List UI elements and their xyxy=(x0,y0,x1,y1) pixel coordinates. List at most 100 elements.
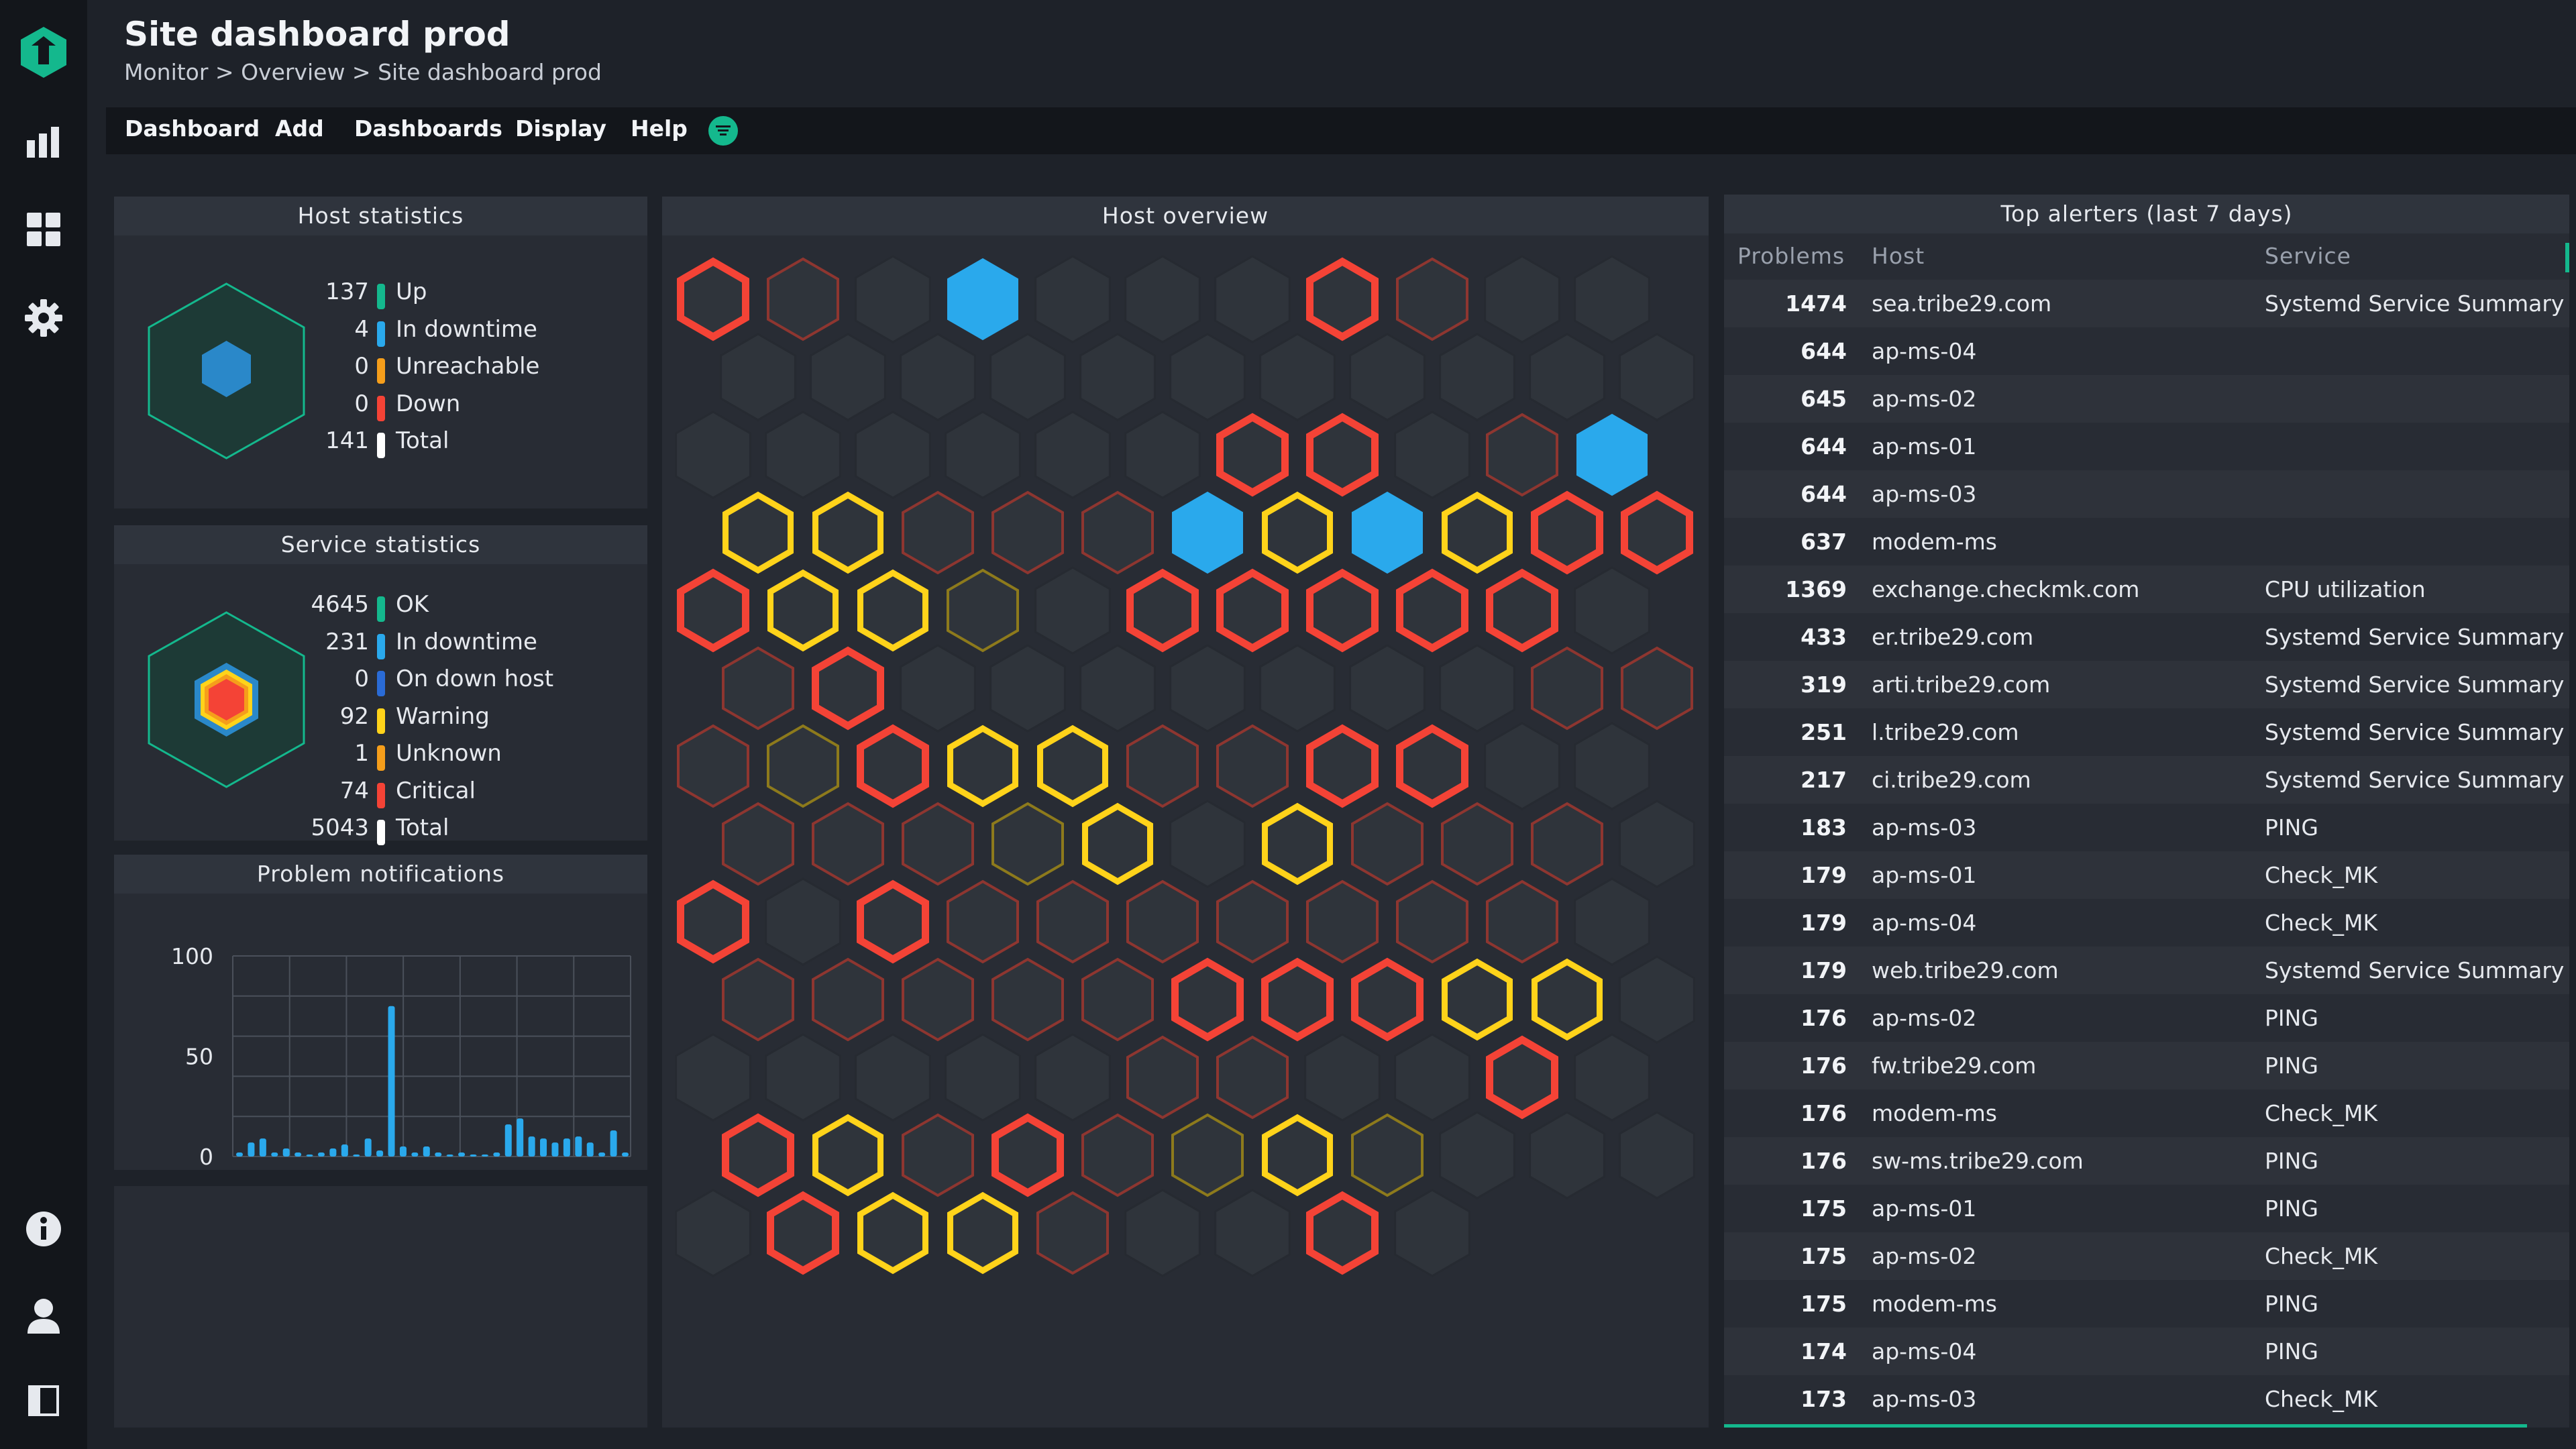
host-hex-ok[interactable] xyxy=(1034,255,1111,343)
host-hex-critical-dim[interactable] xyxy=(1486,879,1558,964)
host-hex-critical[interactable] xyxy=(722,1113,794,1197)
cell-host[interactable]: ap-ms-01 xyxy=(1872,862,1977,888)
host-hex-ok[interactable] xyxy=(810,333,886,421)
host-hex-critical[interactable] xyxy=(1621,490,1693,575)
host-hex-critical-dim[interactable] xyxy=(1531,646,1603,731)
logo-icon[interactable] xyxy=(17,25,70,79)
host-hex-ok[interactable] xyxy=(1439,1111,1515,1199)
host-hex-critical-dim[interactable] xyxy=(1621,646,1693,731)
stat-row[interactable]: 1 Unknown xyxy=(275,740,624,773)
cell-service[interactable]: Systemd Service Summary xyxy=(2265,290,2565,317)
host-hex-critical[interactable] xyxy=(1216,413,1289,497)
chart-bar[interactable] xyxy=(551,1142,559,1157)
host-hex-critical[interactable] xyxy=(991,1113,1064,1197)
chart-bar[interactable] xyxy=(317,1152,325,1157)
host-hex-ok[interactable] xyxy=(1574,255,1650,343)
host-hex-ok[interactable] xyxy=(1169,333,1246,421)
host-hex-ok[interactable] xyxy=(989,644,1066,733)
table-row[interactable]: 175 modem-ms PING xyxy=(1724,1280,2569,1328)
table-row[interactable]: 1369 exchange.checkmk.com CPU utilization xyxy=(1724,566,2569,613)
host-hex-critical-dim[interactable] xyxy=(1396,879,1468,964)
host-hex-critical-dim[interactable] xyxy=(722,802,794,886)
menu-add[interactable]: Add xyxy=(275,115,324,142)
cell-host[interactable]: sw-ms.tribe29.com xyxy=(1872,1148,2084,1174)
chart-bar[interactable] xyxy=(248,1142,255,1157)
table-row[interactable]: 176 ap-ms-02 PING xyxy=(1724,994,2569,1042)
table-row[interactable]: 175 ap-ms-02 Check_MK xyxy=(1724,1232,2569,1280)
host-hex-warning[interactable] xyxy=(857,1191,928,1275)
cell-service[interactable]: PING xyxy=(2265,1005,2318,1031)
host-hex-critical-dim[interactable] xyxy=(677,724,749,808)
chart-bar[interactable] xyxy=(504,1124,512,1157)
chart-bar[interactable] xyxy=(364,1138,372,1157)
chart-bar[interactable] xyxy=(563,1138,570,1157)
stat-row[interactable]: 141 Total xyxy=(275,427,624,461)
cell-service[interactable]: PING xyxy=(2265,1148,2318,1174)
table-row[interactable]: 173 ap-ms-03 Check_MK xyxy=(1724,1375,2569,1423)
host-hex-critical[interactable] xyxy=(767,1191,839,1275)
host-hex-critical[interactable] xyxy=(857,724,929,808)
cell-host[interactable]: sea.tribe29.com xyxy=(1872,290,2052,317)
host-hex-ok[interactable] xyxy=(855,411,931,499)
filter-icon[interactable] xyxy=(708,116,738,146)
host-hex-critical-dim[interactable] xyxy=(1126,879,1199,964)
chart-bar[interactable] xyxy=(236,1152,243,1157)
host-hex-critical[interactable] xyxy=(812,646,884,731)
host-hex-warning[interactable] xyxy=(1037,724,1108,808)
host-hex-ok[interactable] xyxy=(1439,644,1515,733)
table-row[interactable]: 174 ap-ms-04 PING xyxy=(1724,1328,2569,1375)
cell-host[interactable]: modem-ms xyxy=(1872,529,1997,555)
horizontal-scrollbar[interactable] xyxy=(1724,1424,2527,1428)
host-hex-critical[interactable] xyxy=(1306,413,1379,497)
table-row[interactable]: 644 ap-ms-01 xyxy=(1724,423,2569,470)
host-hex-warning-dim[interactable] xyxy=(1171,1113,1244,1197)
host-hex-critical[interactable] xyxy=(857,879,929,964)
menu-dashboard[interactable]: Dashboard xyxy=(125,115,260,142)
host-hex-ok[interactable] xyxy=(1574,722,1650,810)
host-hex-warning[interactable] xyxy=(1532,958,1603,1041)
host-hex-critical[interactable] xyxy=(1396,724,1468,808)
host-hex-warning-dim[interactable] xyxy=(947,568,1019,653)
cell-service[interactable]: Systemd Service Summary xyxy=(2265,719,2565,745)
host-hex-ok[interactable] xyxy=(1394,1033,1470,1122)
host-hex-critical-dim[interactable] xyxy=(812,957,884,1042)
gear-icon[interactable] xyxy=(17,291,70,345)
host-hex-ok[interactable] xyxy=(1034,566,1111,655)
cell-host[interactable]: ap-ms-04 xyxy=(1872,910,1977,936)
host-hex-ok[interactable] xyxy=(989,333,1066,421)
host-hex-ok[interactable] xyxy=(1529,333,1605,421)
cell-host[interactable]: modem-ms xyxy=(1872,1100,1997,1126)
table-row[interactable]: 176 fw.tribe29.com PING xyxy=(1724,1042,2569,1089)
host-hex-ok[interactable] xyxy=(900,644,976,733)
cell-host[interactable]: ap-ms-03 xyxy=(1872,1386,1977,1412)
host-hex-warning[interactable] xyxy=(1262,802,1333,885)
host-hex-ok[interactable] xyxy=(1574,877,1650,966)
host-hex-critical-dim[interactable] xyxy=(1216,879,1289,964)
host-hex-ok[interactable] xyxy=(1484,255,1560,343)
host-hex-critical-dim[interactable] xyxy=(722,646,794,731)
host-hex-ok[interactable] xyxy=(1574,1033,1650,1122)
user-icon[interactable] xyxy=(17,1289,70,1343)
cell-service[interactable]: Check_MK xyxy=(2265,862,2378,888)
scrollbar[interactable] xyxy=(2565,243,2569,272)
host-hex-critical-dim[interactable] xyxy=(1081,1113,1154,1197)
host-hex-critical[interactable] xyxy=(1486,568,1558,653)
host-hex-critical-dim[interactable] xyxy=(902,490,974,575)
cell-host[interactable]: web.tribe29.com xyxy=(1872,957,2059,983)
host-hex-warning[interactable] xyxy=(812,1114,883,1197)
stat-row[interactable]: 0 Unreachable xyxy=(275,353,624,386)
host-hex-critical[interactable] xyxy=(677,568,749,653)
host-hex-ok[interactable] xyxy=(1214,255,1291,343)
host-hex-ok[interactable] xyxy=(1619,800,1695,888)
host-hex-critical[interactable] xyxy=(1531,490,1603,575)
info-icon[interactable] xyxy=(17,1202,70,1256)
table-row[interactable]: 645 ap-ms-02 xyxy=(1724,375,2569,423)
host-hex-warning[interactable] xyxy=(857,569,928,652)
host-hex-ok[interactable] xyxy=(1304,1033,1381,1122)
host-hex-critical[interactable] xyxy=(1306,568,1379,653)
cell-service[interactable]: Systemd Service Summary xyxy=(2265,957,2565,983)
cell-host[interactable]: ap-ms-01 xyxy=(1872,1195,1977,1222)
cell-service[interactable]: Check_MK xyxy=(2265,1100,2378,1126)
host-hex-critical[interactable] xyxy=(1171,957,1244,1042)
host-hex-ok[interactable] xyxy=(1169,800,1246,888)
